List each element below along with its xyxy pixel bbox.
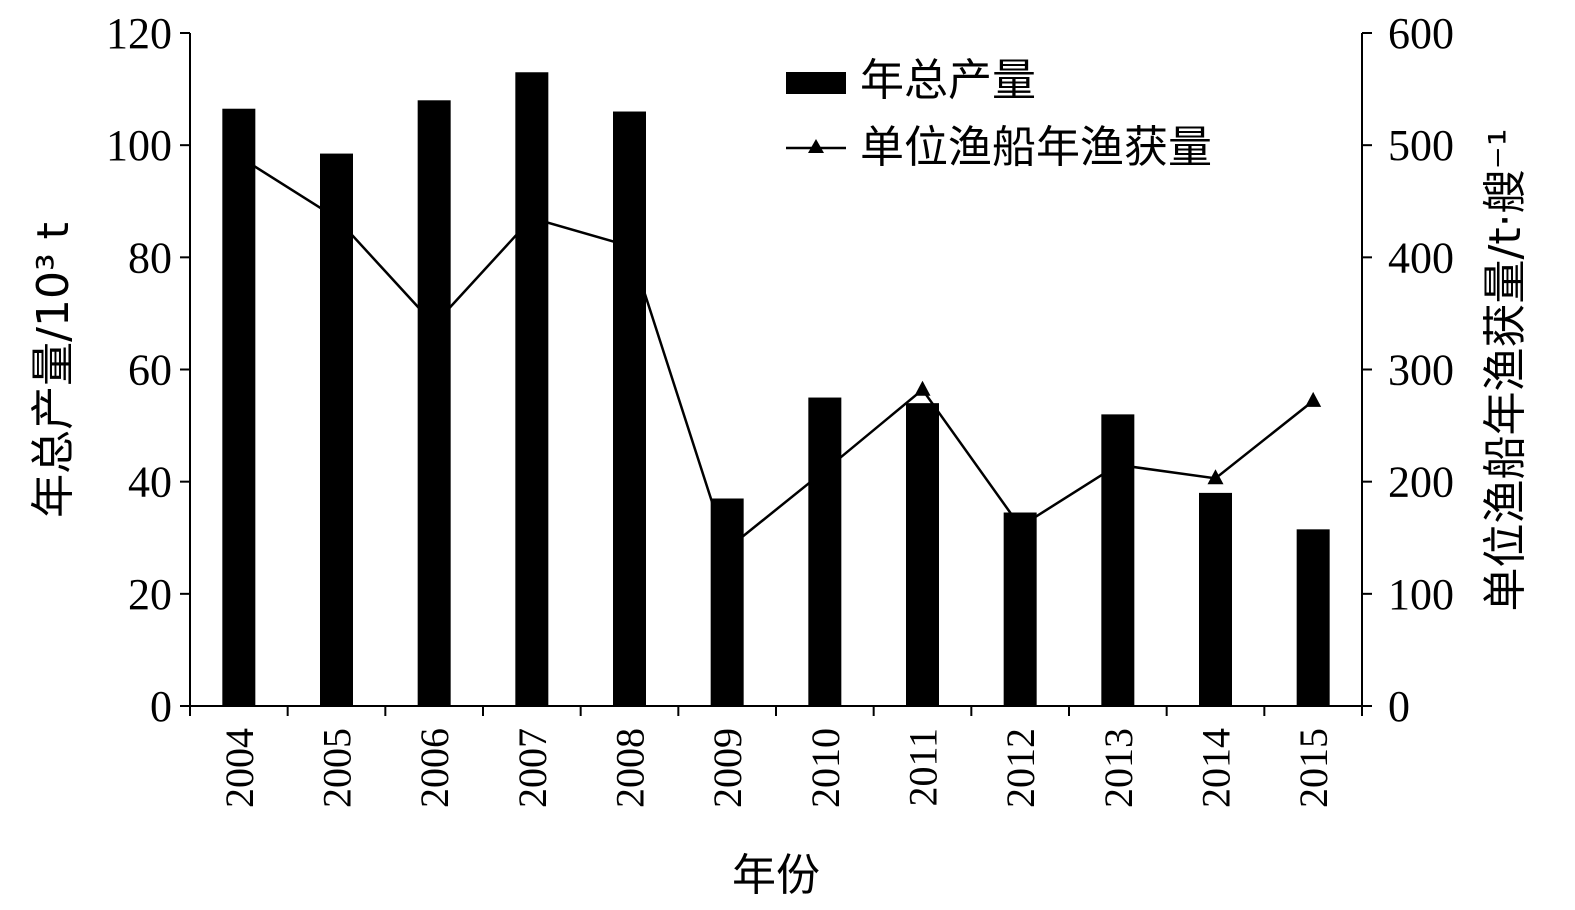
x-tick-label: 2013 [1096,728,1141,808]
y-right-tick-label: 100 [1388,570,1454,619]
x-tick-label: 2009 [705,728,750,808]
legend-label-line: 单位渔船年渔获量 [860,122,1212,173]
bar [1199,492,1232,706]
x-tick-label: 2005 [315,728,360,808]
y-right-tick-label: 0 [1388,682,1410,731]
bar [613,111,646,707]
series-line [238,155,1314,552]
bar [1296,529,1330,706]
line-layer [230,147,1322,555]
bar [906,403,939,706]
bar [222,108,256,706]
x-tick-label: 2011 [901,728,946,807]
legend-triangle-marker [808,139,824,153]
bar [320,153,353,706]
y-axis-right-title: 单位渔船年渔获量/t·艘⁻¹ [1480,129,1531,612]
bar [515,72,549,707]
x-tick-label: 2010 [803,728,848,808]
y-axis-left-title: 年总产量/10³ t [28,222,79,518]
x-axis-title: 年份 [732,850,820,901]
y-left-tick-label: 120 [106,9,172,58]
line-point [523,209,540,225]
line-point [816,461,833,477]
y-right-tick-label: 500 [1388,121,1454,170]
y-left-tick-label: 80 [128,233,172,282]
y-right-tick-label: 200 [1388,458,1454,507]
line-point [1109,455,1126,471]
y-left-tick-label: 40 [128,458,172,507]
x-tick-label: 2008 [608,728,653,808]
legend-bar-swatch [786,72,846,94]
legend: 年总产量 单位渔船年渔获量 [786,55,1212,173]
line-point [914,380,931,396]
y-left-tick-label: 100 [106,121,172,170]
x-tick-label: 2012 [998,728,1043,808]
line-point [426,315,443,331]
line-point [719,539,736,555]
bar [1003,512,1037,706]
bar [710,498,744,706]
line-point [328,209,345,225]
line-point [1012,517,1029,533]
y-left-tick-label: 60 [128,346,172,395]
line-point [230,147,247,163]
y-right-tick-label: 600 [1388,9,1454,58]
x-tick-label: 2007 [510,728,555,808]
bar [808,397,842,706]
x-tick-label: 2014 [1194,728,1239,808]
ticks-layer: 0 20 40 60 80 100 120 0 100 200 300 400 500 600 2004 20… [106,9,1454,808]
bar [417,100,451,707]
y-right-tick-label: 300 [1388,346,1454,395]
y-right-tick-label: 400 [1388,233,1454,282]
line-point [621,237,638,253]
line-point [1305,391,1322,407]
y-left-tick-label: 0 [150,682,172,731]
legend-label-bar: 年总产量 [860,55,1036,106]
x-tick-label: 2006 [412,728,457,808]
line-point [1207,469,1224,485]
y-left-tick-label: 20 [128,570,172,619]
x-tick-label: 2004 [217,728,262,808]
x-tick-label: 2015 [1291,728,1336,808]
bars-layer [222,72,1330,707]
